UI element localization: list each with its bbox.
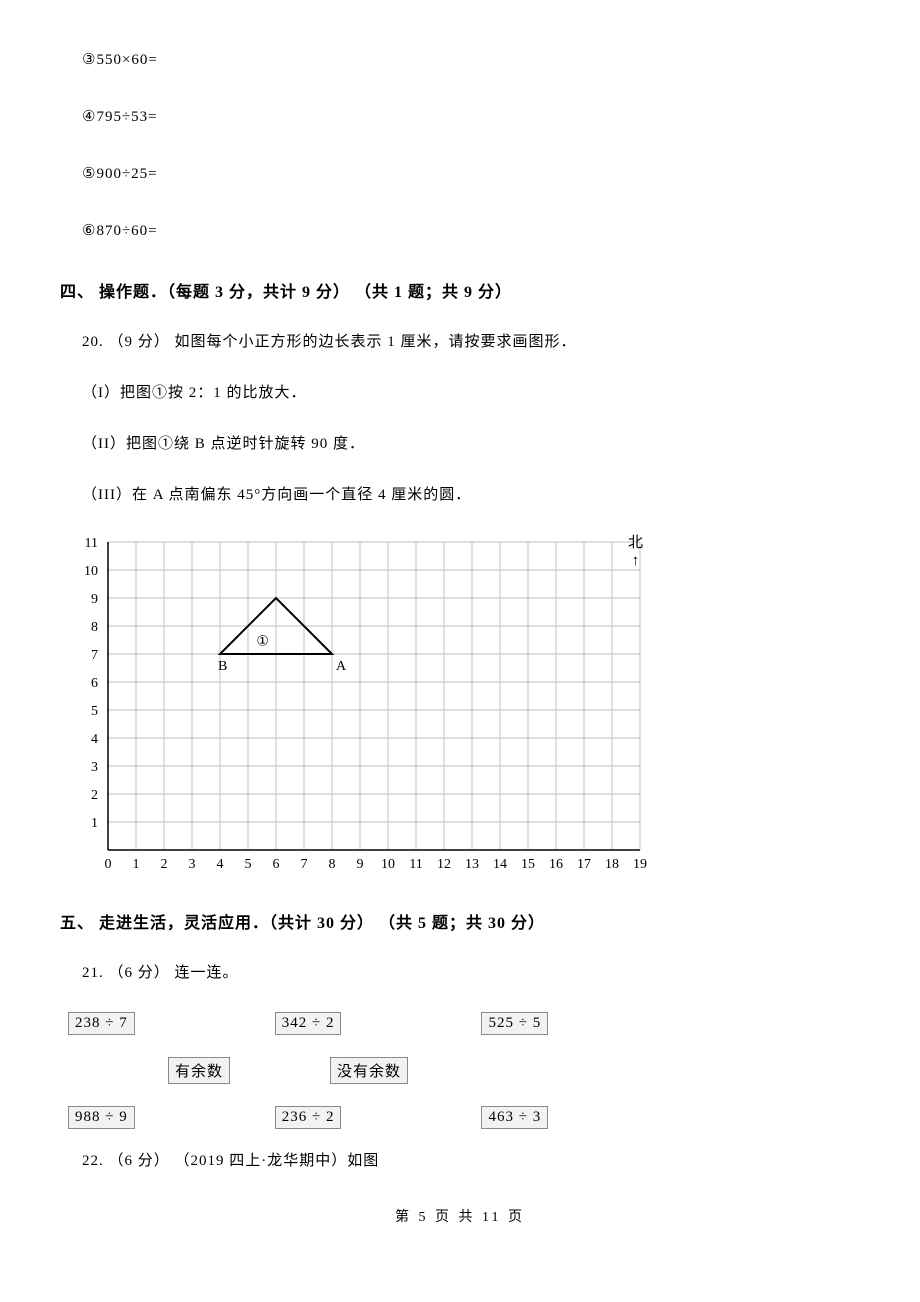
q21-stem: 21. （6 分） 连一连。 <box>82 961 860 982</box>
svg-text:1: 1 <box>91 816 98 831</box>
match-row-mid: 有余数 没有余数 <box>68 1057 860 1084</box>
svg-text:6: 6 <box>273 857 280 872</box>
q22-stem: 22. （6 分） （2019 四上·龙华期中）如图 <box>82 1149 860 1170</box>
calc-item-5: ⑤900÷25= <box>82 164 860 183</box>
match-row-top: 238 ÷ 7 342 ÷ 2 525 ÷ 5 <box>68 1012 860 1035</box>
north-label: 北 <box>628 535 643 551</box>
section4-title: 四、 操作题．（每题 3 分，共计 9 分） （共 1 题；共 9 分） <box>60 278 860 302</box>
svg-text:7: 7 <box>301 857 308 872</box>
svg-text:19: 19 <box>633 857 647 872</box>
svg-text:18: 18 <box>605 857 619 872</box>
svg-text:9: 9 <box>91 592 98 607</box>
match-box-bot-1: 236 ÷ 2 <box>275 1106 342 1129</box>
svg-text:16: 16 <box>549 857 563 872</box>
match-figure: 238 ÷ 7 342 ÷ 2 525 ÷ 5 有余数 没有余数 988 ÷ 9… <box>68 1012 860 1129</box>
q20-p1: （I）把图①按 2：1 的比放大． <box>82 381 860 402</box>
svg-text:6: 6 <box>91 676 98 691</box>
q20-stem: 20. （9 分） 如图每个小正方形的边长表示 1 厘米，请按要求画图形． <box>82 330 860 351</box>
svg-text:①: ① <box>256 635 269 650</box>
match-box-mid-0: 有余数 <box>168 1057 230 1084</box>
match-row-bot: 988 ÷ 9 236 ÷ 2 463 ÷ 3 <box>68 1106 860 1129</box>
svg-text:13: 13 <box>465 857 479 872</box>
grid-figure: 北 ↑ 012345678910111213141516171819123456… <box>68 534 860 889</box>
svg-text:12: 12 <box>437 857 451 872</box>
svg-text:5: 5 <box>91 704 98 719</box>
north-indicator: 北 ↑ <box>628 534 643 570</box>
q20-p3: （III）在 A 点南偏东 45°方向画一个直径 4 厘米的圆． <box>82 483 860 504</box>
match-box-top-2: 525 ÷ 5 <box>481 1012 548 1035</box>
svg-text:1: 1 <box>133 857 140 872</box>
svg-text:8: 8 <box>329 857 336 872</box>
svg-text:10: 10 <box>84 564 98 579</box>
svg-text:10: 10 <box>381 857 395 872</box>
calc-item-3: ③550×60= <box>82 50 860 69</box>
match-box-bot-0: 988 ÷ 9 <box>68 1106 135 1129</box>
calc-item-6: ⑥870÷60= <box>82 221 860 240</box>
svg-text:11: 11 <box>85 536 98 551</box>
match-box-mid-1: 没有余数 <box>330 1057 408 1084</box>
svg-text:A: A <box>336 659 347 674</box>
svg-text:2: 2 <box>91 788 98 803</box>
svg-text:4: 4 <box>217 857 224 872</box>
north-arrow-icon: ↑ <box>632 553 640 569</box>
svg-text:B: B <box>218 659 227 674</box>
svg-text:14: 14 <box>493 857 507 872</box>
svg-text:9: 9 <box>357 857 364 872</box>
calc-item-4: ④795÷53= <box>82 107 860 126</box>
svg-text:17: 17 <box>577 857 591 872</box>
svg-text:15: 15 <box>521 857 535 872</box>
page-footer: 第 5 页 共 11 页 <box>60 1206 860 1226</box>
svg-text:3: 3 <box>91 760 98 775</box>
svg-text:2: 2 <box>161 857 168 872</box>
section5-title: 五、 走进生活，灵活应用．（共计 30 分） （共 5 题；共 30 分） <box>60 909 860 933</box>
svg-text:11: 11 <box>409 857 422 872</box>
svg-text:8: 8 <box>91 620 98 635</box>
svg-text:0: 0 <box>105 857 112 872</box>
svg-text:5: 5 <box>245 857 252 872</box>
svg-text:7: 7 <box>91 648 98 663</box>
match-box-bot-2: 463 ÷ 3 <box>481 1106 548 1129</box>
calc-list: ③550×60= ④795÷53= ⑤900÷25= ⑥870÷60= <box>82 50 860 240</box>
match-box-top-0: 238 ÷ 7 <box>68 1012 135 1035</box>
q20-p2: （II）把图①绕 B 点逆时针旋转 90 度． <box>82 432 860 453</box>
grid-svg: 0123456789101112131415161718191234567891… <box>68 534 658 884</box>
svg-text:4: 4 <box>91 732 98 747</box>
svg-text:3: 3 <box>189 857 196 872</box>
match-box-top-1: 342 ÷ 2 <box>275 1012 342 1035</box>
